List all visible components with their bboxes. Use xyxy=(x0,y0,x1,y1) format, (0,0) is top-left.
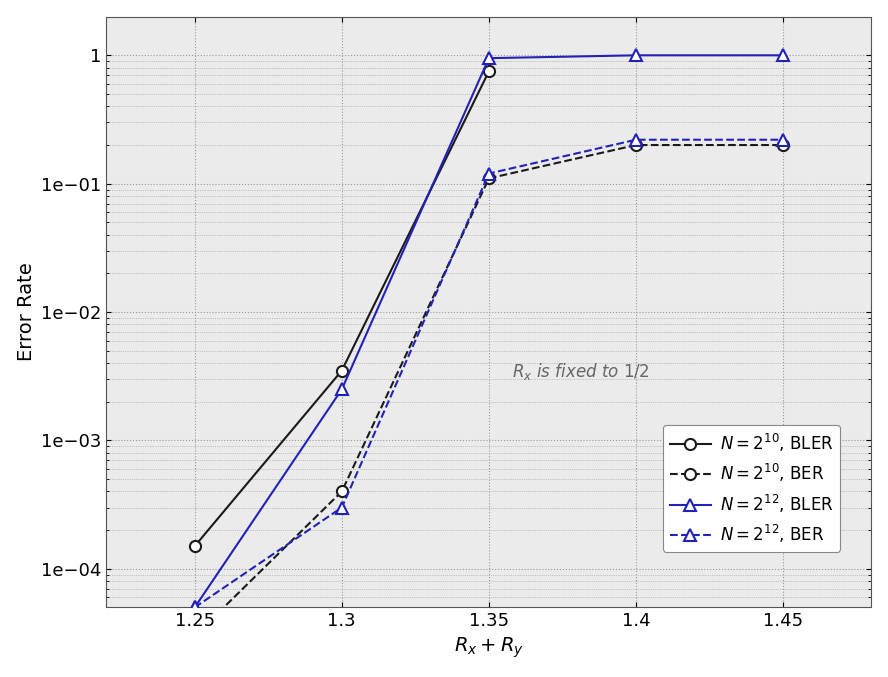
$N = 2^{12}$, BER xyxy=(630,135,641,144)
$N = 2^{12}$, BER xyxy=(189,603,200,611)
Line: $N = 2^{12}$, BLER: $N = 2^{12}$, BLER xyxy=(188,49,789,613)
$N = 2^{10}$, BER xyxy=(484,174,495,182)
$N = 2^{12}$, BER xyxy=(337,504,347,512)
Text: $R_x$ is fixed to $1/2$: $R_x$ is fixed to $1/2$ xyxy=(511,361,649,382)
$N = 2^{12}$, BLER xyxy=(189,603,200,611)
$N = 2^{10}$, BER xyxy=(778,141,789,149)
$N = 2^{10}$, BLER xyxy=(337,366,347,374)
$N = 2^{12}$, BLER xyxy=(337,385,347,393)
$N = 2^{12}$, BER xyxy=(778,135,789,144)
$N = 2^{12}$, BER xyxy=(484,169,495,177)
Legend: $N = 2^{10}$, BLER, $N = 2^{10}$, BER, $N = 2^{12}$, BLER, $N = 2^{12}$, BER: $N = 2^{10}$, BLER, $N = 2^{10}$, BER, $… xyxy=(663,425,840,552)
Line: $N = 2^{12}$, BER: $N = 2^{12}$, BER xyxy=(188,133,789,613)
$N = 2^{12}$, BLER xyxy=(630,51,641,60)
Line: $N = 2^{10}$, BER: $N = 2^{10}$, BER xyxy=(189,139,789,641)
$N = 2^{10}$, BLER xyxy=(189,542,200,550)
$N = 2^{10}$, BER xyxy=(337,487,347,496)
$N = 2^{10}$, BLER xyxy=(484,67,495,75)
$N = 2^{12}$, BLER xyxy=(778,51,789,60)
$N = 2^{12}$, BLER xyxy=(484,54,495,62)
Y-axis label: Error Rate: Error Rate xyxy=(17,263,36,362)
X-axis label: $R_x + R_y$: $R_x + R_y$ xyxy=(454,636,524,660)
$N = 2^{10}$, BER xyxy=(630,141,641,149)
Line: $N = 2^{10}$, BLER: $N = 2^{10}$, BLER xyxy=(189,66,495,552)
$N = 2^{10}$, BER xyxy=(189,632,200,640)
